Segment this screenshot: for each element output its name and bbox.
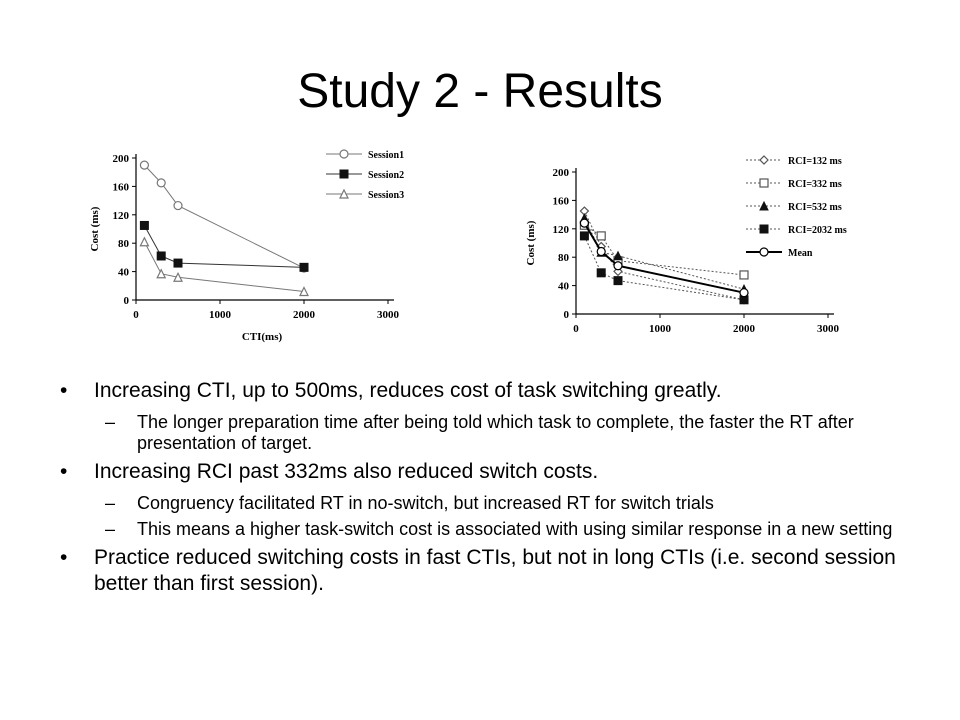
legend-marker (339, 149, 349, 159)
legend-marker (759, 200, 769, 211)
x-tick-label: 2000 (733, 323, 756, 335)
series-line (143, 225, 305, 268)
series-line (143, 241, 305, 292)
y-tick-label: 0 (564, 309, 570, 321)
x-tick-label: 2000 (293, 309, 316, 321)
dash-icon: – (105, 519, 116, 539)
data-point (156, 268, 167, 279)
data-point (299, 286, 309, 297)
bullet-item: • Increasing CTI, up to 500ms, reduces co… (60, 378, 920, 404)
data-point (173, 258, 183, 268)
data-point (173, 271, 183, 282)
x-tick-label: 3000 (377, 309, 400, 321)
legend-marker (759, 178, 769, 188)
x-axis-label: CTI(ms) (242, 331, 283, 343)
y-tick-label: 80 (558, 252, 570, 264)
sub-bullet-text: The longer preparation time after being … (137, 412, 854, 453)
legend-label: Mean (788, 248, 813, 259)
bullet-item: • Practice reduced switching costs in fas… (60, 545, 920, 597)
y-tick-label: 40 (558, 281, 570, 293)
x-tick-label: 0 (133, 309, 139, 321)
data-point (613, 276, 623, 286)
y-tick-label: 160 (113, 181, 130, 193)
legend-marker (759, 224, 769, 234)
legend-marker (339, 188, 349, 199)
legend-marker (339, 169, 349, 179)
y-tick-label: 0 (124, 295, 130, 307)
y-tick-label: 80 (118, 238, 130, 250)
legend-label: Session1 (368, 150, 404, 161)
y-tick-label: 200 (553, 167, 570, 179)
sub-bullet-item: – The longer preparation time after being… (60, 412, 920, 454)
series-line (583, 217, 745, 290)
y-tick-label: 200 (113, 153, 130, 165)
legend-label: RCI=532 ms (788, 202, 842, 213)
sub-bullet-item: – This means a higher task-switch cost is… (60, 519, 920, 540)
bullet-dot-icon: • (60, 460, 68, 483)
series-line (583, 210, 745, 301)
data-point (579, 231, 589, 241)
y-tick-label: 40 (118, 267, 130, 279)
legend-marker (759, 247, 769, 257)
legend-label: Session2 (368, 170, 404, 181)
x-tick-label: 1000 (649, 323, 672, 335)
data-point (596, 268, 606, 278)
bullet-text: Practice reduced switching costs in fast… (94, 546, 896, 595)
sub-bullet-text: This means a higher task-switch cost is … (137, 519, 893, 539)
data-point (739, 288, 749, 298)
bullet-text: Increasing RCI past 332ms also reduced s… (94, 460, 599, 483)
y-tick-label: 120 (553, 224, 570, 236)
x-tick-label: 3000 (817, 323, 840, 335)
slide-title: Study 2 - Results (297, 65, 663, 118)
data-point (139, 160, 150, 170)
data-point (139, 236, 150, 247)
dash-icon: – (105, 493, 116, 513)
series-line (583, 235, 745, 301)
bullet-dot-icon: • (60, 379, 68, 402)
series-line (584, 224, 745, 276)
data-point (613, 261, 623, 271)
sub-bullet-text: Congruency facilitated RT in no-switch, … (137, 493, 714, 513)
y-axis-label: Cost (ms) (89, 206, 101, 251)
series-line (144, 164, 305, 269)
bullet-list: • Increasing CTI, up to 500ms, reduces co… (60, 378, 920, 605)
x-tick-label: 0 (573, 323, 579, 335)
legend-label: RCI=332 ms (788, 179, 842, 190)
bullet-dot-icon: • (60, 546, 68, 569)
legend-marker (759, 155, 769, 165)
y-tick-label: 160 (553, 195, 570, 207)
data-point (739, 270, 749, 280)
bullet-item: • Increasing RCI past 332ms also reduced … (60, 459, 920, 485)
sub-bullet-item: – Congruency facilitated RT in no-switch,… (60, 493, 920, 514)
legend-label: RCI=2032 ms (788, 225, 847, 236)
legend-label: Session3 (368, 190, 404, 201)
data-point (156, 178, 166, 188)
dash-icon: – (105, 412, 116, 432)
y-axis-label: Cost (ms) (525, 220, 537, 265)
series-line (583, 222, 745, 294)
data-point (139, 220, 149, 230)
x-tick-label: 1000 (209, 309, 232, 321)
bullet-text: Increasing CTI, up to 500ms, reduces cos… (94, 379, 722, 402)
data-point (613, 250, 623, 261)
data-point (173, 200, 183, 211)
legend-label: RCI=132 ms (788, 156, 842, 167)
data-point (596, 246, 606, 257)
data-point (596, 231, 606, 241)
data-point (579, 218, 590, 228)
data-point (156, 251, 166, 261)
y-tick-label: 120 (113, 210, 130, 222)
data-point (299, 262, 309, 272)
